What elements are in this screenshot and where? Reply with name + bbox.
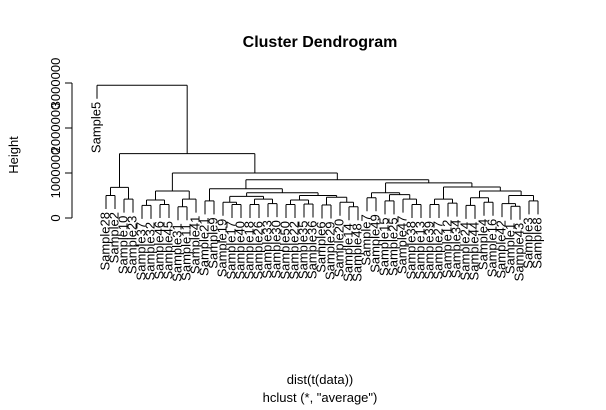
leaf-label: Sample32: [142, 222, 157, 281]
leaf-label: Sample36: [304, 221, 319, 280]
leaf-label: Sample41: [187, 216, 202, 275]
y-tick-label: 1000000: [48, 148, 63, 199]
leaf-label: Sample6: [313, 221, 328, 272]
leaf-label: Sample16: [484, 219, 499, 278]
leaf-label: Sample17: [223, 221, 238, 280]
y-tick-label: 3000000: [48, 58, 63, 109]
leaf-label: Sample23: [124, 216, 139, 275]
leaf-label: Sample50: [277, 221, 292, 280]
leaf-label: Sample45: [160, 221, 175, 280]
leaf-label: Sample22: [286, 221, 301, 280]
leaf-label: Sample47: [394, 216, 409, 275]
leaf-label: Sample19: [214, 219, 229, 278]
leaf-label: Sample14: [340, 223, 355, 282]
y-tick-label: 0: [48, 214, 63, 221]
leaf-label: Sample9: [205, 217, 220, 268]
leaf-label: Sample1: [502, 223, 517, 274]
leaf-label: Sample28: [97, 212, 112, 271]
leaf-label: Sample49: [367, 214, 382, 273]
leaf-label: Sample12: [439, 220, 454, 279]
leaf-label: Sample44: [466, 222, 481, 281]
x-axis-label: dist(t(data)): [287, 372, 353, 387]
leaf-label: Sample39: [421, 221, 436, 280]
leaf-label: Sample29: [322, 221, 337, 280]
leaf-label: Sample24: [457, 222, 472, 281]
leaf-label: Sample11: [178, 223, 193, 281]
leaf-label: Sample42: [493, 220, 508, 279]
leaf-label: Sample2: [106, 212, 121, 263]
leaf-label: Sample40: [232, 221, 247, 280]
leaf-label: Sample21: [196, 217, 211, 276]
y-axis-label: Height: [6, 136, 21, 174]
leaf-label: Sample5: [88, 102, 103, 153]
leaf-label: Sample30: [268, 220, 283, 279]
leaf-label: Sample13: [412, 221, 427, 280]
leaf-label: Sample20: [331, 219, 346, 278]
leaf-label: Sample18: [241, 221, 256, 280]
leaf-label: Sample4: [475, 219, 490, 270]
leaf-label: Sample33: [259, 220, 274, 279]
leaf-label: Sample10: [115, 216, 130, 275]
leaf-label: Sample35: [295, 221, 310, 280]
leaf-label: Sample37: [133, 222, 148, 281]
y-tick-label: 2000000: [48, 103, 63, 154]
leaf-label: Sample26: [250, 221, 265, 280]
leaf-label: Sample25: [385, 217, 400, 276]
leaf-label: Sample43: [511, 223, 526, 282]
leaf-label: Sample34: [448, 220, 463, 279]
subtitle: hclust (*, "average"): [263, 390, 378, 405]
leaf-label: Sample27: [430, 221, 445, 280]
leaf-label: Sample15: [376, 217, 391, 276]
leaf-label: Sample3: [520, 217, 535, 268]
leaf-label: Sample31: [169, 223, 184, 282]
leaf-label: Sample46: [151, 221, 166, 280]
leaf-label: Sample48: [349, 223, 364, 282]
leaf-label: Sample38: [403, 221, 418, 280]
chart-title: Cluster Dendrogram: [243, 34, 398, 51]
leaf-label: Sample7: [358, 214, 373, 265]
leaf-label: Sample8: [529, 217, 544, 268]
